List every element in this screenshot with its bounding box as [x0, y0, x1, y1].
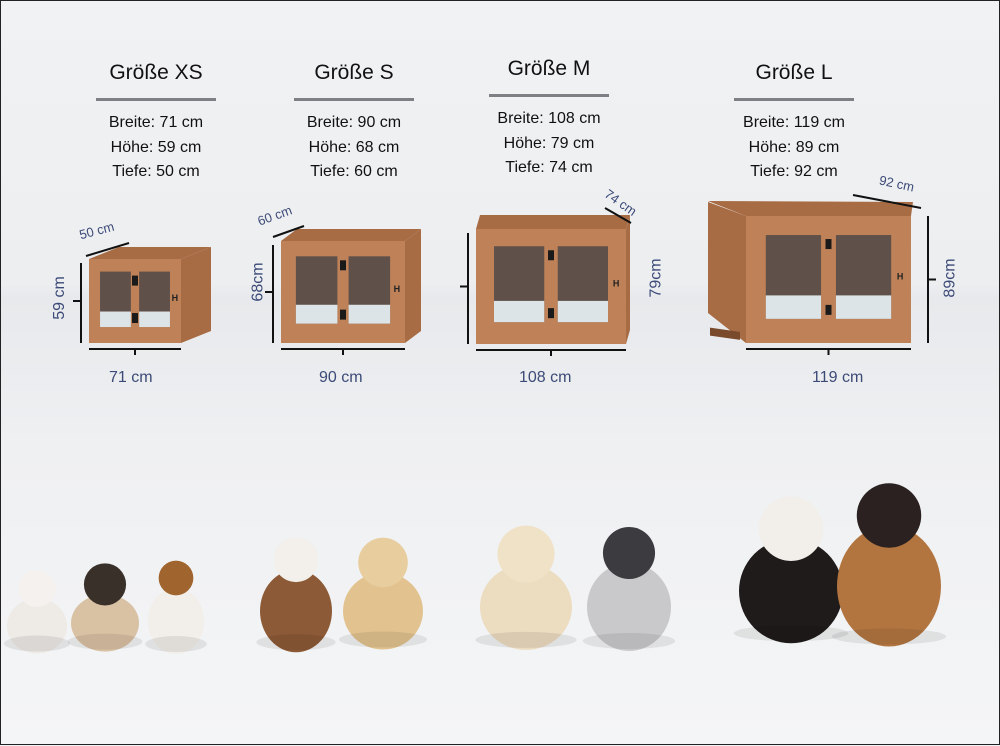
dog-maltese-icon: [7, 598, 67, 654]
divider: [489, 94, 609, 97]
dog-husky-icon: [587, 563, 671, 651]
dim-h-label: 59 cm: [50, 276, 68, 320]
crate-top: [476, 215, 630, 229]
spec-height: Höhe: 68 cm: [308, 138, 400, 156]
depth-line: [852, 194, 922, 209]
size-title: Größe M: [507, 57, 591, 80]
crate-floor: [765, 295, 822, 319]
depth-line: [604, 207, 632, 224]
spec-width: Breite: 71 cm: [108, 114, 204, 131]
crate-floor: [835, 295, 892, 319]
depth-line: [85, 242, 130, 257]
dog-labrador-icon: [343, 572, 423, 650]
latch-bottom: [548, 308, 554, 319]
dog-maltese-icon-head: [18, 569, 56, 608]
spec-width: Breite: 108 cm: [497, 110, 601, 127]
size-column-1: Größe S Breite: 90 cm Höhe: 68 cm Tiefe:…: [254, 61, 454, 185]
latch-top: [132, 275, 138, 286]
dim-w-label: 90 cm: [319, 369, 363, 386]
spec-height: Höhe: 59 cm: [110, 138, 202, 156]
latch-bottom: [132, 313, 138, 324]
spec-height: Höhe: 89 cm: [748, 138, 840, 156]
shadow: [831, 628, 947, 645]
crate-side: [405, 229, 421, 343]
dog-pit-bull-icon: [260, 569, 332, 653]
handle-icon: H: [897, 272, 904, 282]
crate-floor: [494, 300, 545, 323]
dog-pug-icon: [71, 594, 139, 652]
shadow: [733, 625, 849, 642]
dim-h-label: 79cm: [647, 258, 665, 298]
dog-german-shepherd-icon: [837, 525, 941, 647]
size-column-3: Größe L Breite: 119 cm Höhe: 89 cm Tiefe…: [694, 61, 894, 185]
shadow: [145, 636, 207, 652]
dog-bernese-mountain-dog-icon: [739, 538, 843, 644]
crate-top: [708, 201, 913, 216]
dog-german-shepherd-icon-head: [856, 483, 922, 548]
crate-floor: [139, 311, 170, 328]
crate-top: [89, 247, 211, 259]
shadow: [475, 631, 577, 648]
handle-icon: H: [613, 279, 620, 289]
depth-line: [272, 225, 305, 238]
shadow: [582, 633, 676, 649]
divider: [734, 98, 854, 101]
dim-h-label: 89cm: [941, 258, 959, 298]
spec-depth: Tiefe: 74 cm: [505, 159, 593, 176]
dog-golden-retriever-icon-head: [497, 525, 555, 583]
spec-depth: Tiefe: 50 cm: [112, 163, 200, 180]
handle-icon: H: [172, 293, 179, 303]
dog-jack-russell-terrier-icon: [148, 588, 204, 654]
latch-bottom: [825, 304, 832, 315]
dog-pug-icon-head: [83, 563, 127, 606]
crate-top: [281, 229, 421, 241]
shadow: [67, 633, 143, 650]
crate-floor: [100, 311, 131, 328]
divider: [294, 98, 414, 101]
divider: [96, 98, 216, 101]
dog-pit-bull-icon-head: [273, 537, 319, 583]
dog-labrador-icon-head: [358, 537, 408, 588]
spec-width: Breite: 119 cm: [743, 114, 845, 131]
crate-side: [626, 215, 630, 344]
size-title: Größe S: [314, 61, 394, 84]
dog-golden-retriever-icon: [480, 564, 572, 650]
crate-side: [181, 247, 211, 343]
shadow: [256, 634, 336, 651]
latch-bottom: [340, 309, 346, 320]
crate-floor: [348, 304, 391, 324]
dog-husky-icon-head: [602, 526, 656, 580]
dim-w-label: 119 cm: [812, 369, 864, 386]
spec-depth: Tiefe: 92 cm: [750, 163, 838, 180]
latch-top: [548, 250, 554, 261]
size-title: Größe XS: [109, 61, 203, 84]
dim-w-label: 108 cm: [519, 369, 572, 386]
spec-width: Breite: 90 cm: [306, 114, 402, 131]
latch-top: [825, 239, 832, 250]
dog-jack-russell-terrier-icon-head: [158, 560, 194, 596]
spec-height: Höhe: 79 cm: [503, 134, 595, 152]
crate-floor: [295, 304, 338, 324]
dog-bernese-mountain-dog-icon-head: [758, 496, 824, 561]
dim-w-label: 71 cm: [109, 369, 153, 386]
size-column-0: Größe XS Breite: 71 cm Höhe: 59 cm Tiefe…: [56, 61, 256, 185]
vent-slot: [710, 327, 740, 340]
latch-top: [340, 260, 346, 271]
shadow: [4, 635, 70, 652]
size-title: Größe L: [755, 61, 833, 84]
spec-depth: Tiefe: 60 cm: [310, 163, 398, 180]
crate-side: [708, 202, 746, 343]
handle-icon: H: [394, 284, 401, 294]
shadow: [339, 631, 427, 648]
crate-floor: [557, 300, 608, 323]
dim-h-label: 68cm: [249, 262, 267, 302]
size-column-2: Größe M Breite: 108 cm Höhe: 79 cm Tiefe…: [449, 57, 649, 181]
